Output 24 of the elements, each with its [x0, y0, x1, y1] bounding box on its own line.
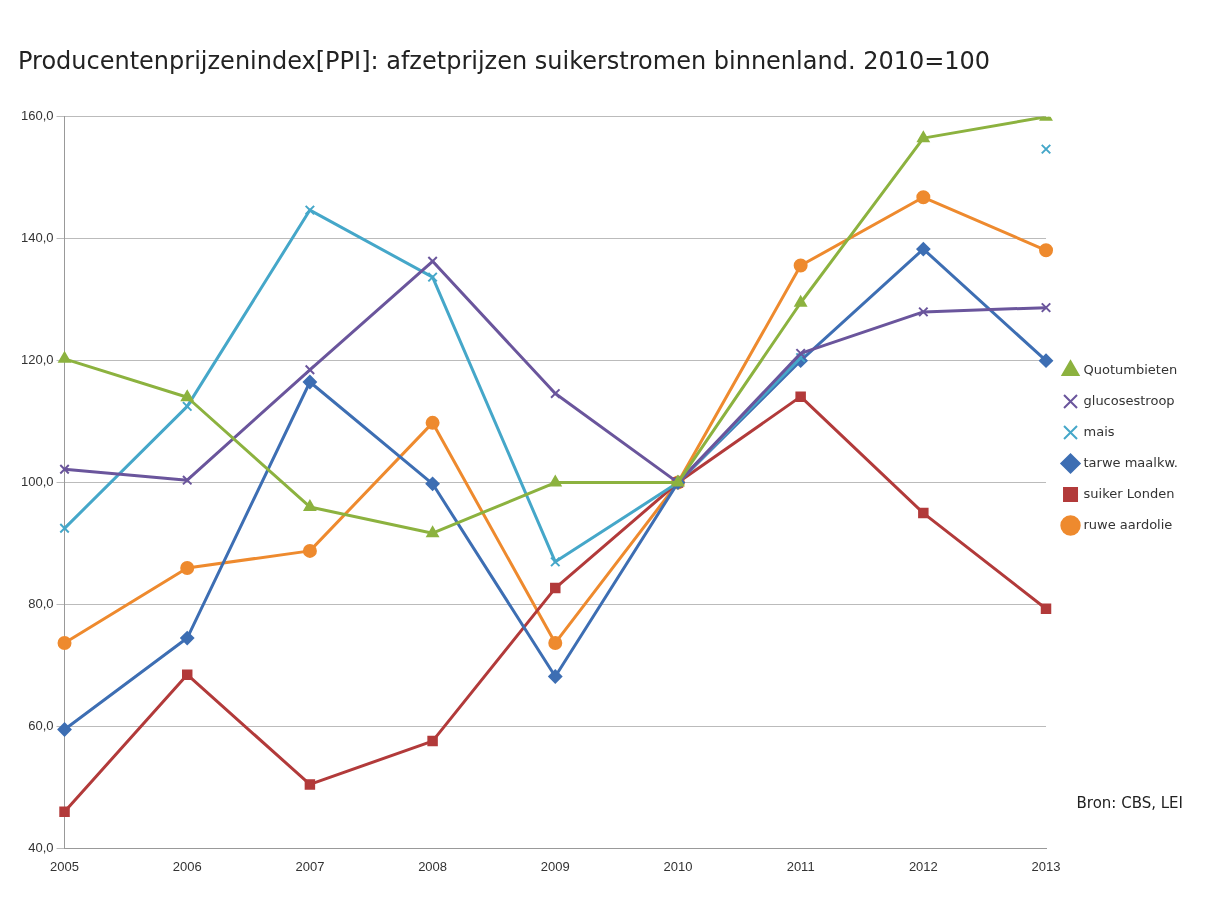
x-tick-label: 2006 [172, 858, 202, 874]
y-tick-label: 100,0 [20, 474, 54, 490]
x-tick-label: 2010 [663, 858, 693, 874]
y-tick-label: 140,0 [20, 230, 54, 246]
y-tick-label: 80,0 [28, 596, 54, 612]
y-tick-label: 60,0 [28, 718, 54, 734]
legend-label: suiker Londen [1083, 485, 1175, 501]
x-tick-label: 2011 [786, 858, 815, 874]
y-tick-label: 40,0 [28, 839, 54, 855]
legend-label: Quotumbieten [1083, 361, 1178, 377]
x-tick-label: 2005 [50, 858, 79, 874]
y-tick-label: 160,0 [20, 108, 54, 124]
legend-label: mais [1083, 423, 1115, 439]
legend-label: glucosestroop [1083, 392, 1175, 408]
x-tick-label: 2007 [295, 858, 325, 874]
x-tick-label: 2008 [418, 858, 448, 874]
x-tick-label: 2012 [908, 858, 938, 874]
x-tick-label: 2009 [540, 858, 570, 874]
text: Bron: CBS, LEI [1076, 794, 1183, 813]
x-tick-label: 2013 [1031, 858, 1061, 874]
legend-label: tarwe maalkw. [1083, 454, 1179, 470]
legend-label: ruwe aardolie [1083, 516, 1173, 532]
chart-title: Producentenprijzenindex[PPI]: afzetprijzen suikerstromen binnenland. 2010=100 [18, 46, 991, 75]
y-tick-label: 120,0 [20, 352, 54, 368]
